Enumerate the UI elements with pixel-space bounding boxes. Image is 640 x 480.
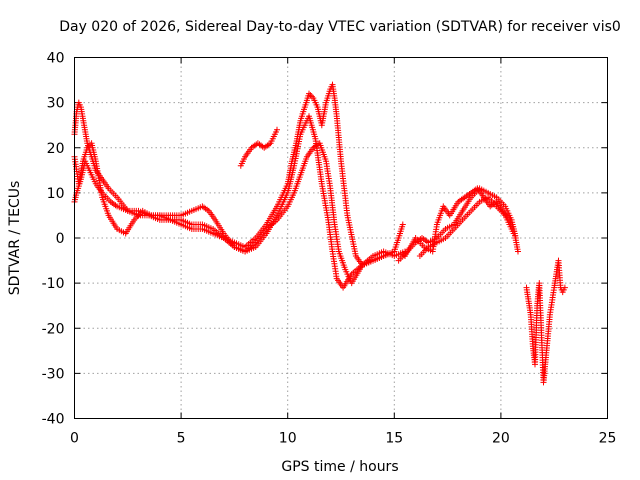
y-tick-label: 40: [47, 51, 65, 67]
point-layer: [71, 81, 568, 386]
data-point: [512, 235, 519, 241]
y-tick-label: -30: [42, 366, 65, 382]
y-tick-label: 20: [47, 141, 65, 157]
axis-layer: 0 5 10 15 20 25 -40 -30 -20 -10 0 10 20 30 40: [42, 51, 617, 447]
y-tick-label: -10: [42, 276, 65, 292]
data-point: [274, 126, 280, 133]
data-point: [561, 284, 568, 291]
x-tick-label: 10: [279, 431, 297, 447]
data-point: [391, 248, 398, 255]
x-tick-label: 15: [385, 431, 403, 447]
data-point: [515, 248, 521, 255]
series-track-g: [416, 194, 517, 259]
y-tick-label: 0: [56, 231, 65, 247]
data-point: [510, 230, 517, 237]
grid-layer: [74, 57, 608, 419]
y-tick-label: -20: [42, 321, 65, 337]
y-tick-label: 10: [47, 186, 65, 202]
x-tick-label: 25: [599, 431, 617, 447]
x-axis-label: GPS time / hours: [281, 459, 398, 475]
plot-frame: [74, 57, 608, 419]
y-tick-label: -40: [42, 412, 65, 428]
series-track-c: [71, 140, 398, 287]
series-track-a: [71, 81, 406, 269]
chart-title: Day 020 of 2026, Sidereal Day-to-day VTE…: [59, 19, 621, 35]
series-track-d: [237, 126, 280, 169]
series-track-h: [523, 257, 568, 386]
data-point: [399, 221, 406, 228]
x-tick-label: 0: [70, 431, 79, 447]
x-tick-label: 20: [492, 431, 510, 447]
y-tick-label: 30: [47, 96, 65, 112]
y-axis-label: SDTVAR / TECUs: [7, 181, 23, 296]
x-tick-label: 5: [177, 431, 186, 447]
